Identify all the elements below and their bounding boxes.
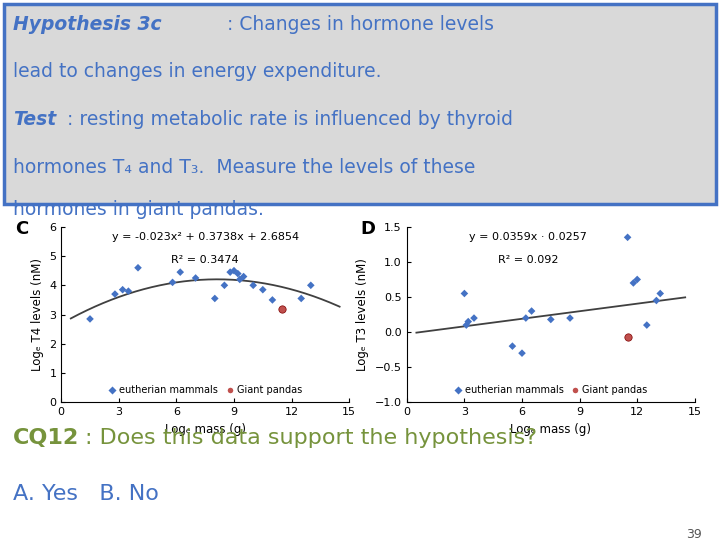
- Point: [167, 278, 179, 287]
- Point: [209, 294, 220, 303]
- Point: [117, 285, 128, 294]
- Point: [219, 281, 230, 289]
- Point: [228, 266, 240, 275]
- Point: [266, 295, 278, 304]
- Text: Test: Test: [13, 110, 56, 129]
- Point: [276, 305, 288, 313]
- Point: [234, 275, 246, 284]
- Text: Hypothesis 3c: Hypothesis 3c: [13, 15, 161, 33]
- Point: [174, 268, 186, 276]
- Text: R² = 0.3474: R² = 0.3474: [171, 255, 239, 265]
- Point: [516, 349, 528, 357]
- Text: : resting metabolic rate is influenced by thyroid: : resting metabolic rate is influenced b…: [67, 110, 513, 129]
- Text: hormones T₄ and T₃.  Measure the levels of these: hormones T₄ and T₃. Measure the levels o…: [13, 158, 475, 177]
- Point: [132, 264, 144, 272]
- Text: hormones in giant pandas.: hormones in giant pandas.: [13, 200, 264, 219]
- Text: D: D: [361, 220, 376, 238]
- X-axis label: Logₑ mass (g): Logₑ mass (g): [510, 423, 591, 436]
- Point: [468, 314, 480, 322]
- Legend: eutherian mammals, Giant pandas: eutherian mammals, Giant pandas: [450, 381, 652, 399]
- Point: [461, 321, 472, 329]
- Text: 39: 39: [686, 528, 702, 540]
- Point: [295, 294, 307, 303]
- Text: y = 0.0359x · 0.0257: y = 0.0359x · 0.0257: [469, 232, 587, 242]
- Point: [545, 315, 557, 324]
- Text: A. Yes   B. No: A. Yes B. No: [13, 484, 159, 504]
- FancyBboxPatch shape: [4, 4, 716, 204]
- Point: [190, 274, 202, 282]
- Point: [628, 279, 639, 287]
- Y-axis label: Logₑ T3 levels (nM): Logₑ T3 levels (nM): [356, 258, 369, 371]
- Text: y = -0.023x² + 0.3738x + 2.6854: y = -0.023x² + 0.3738x + 2.6854: [112, 232, 299, 242]
- Text: : Does this data support the hypothesis?: : Does this data support the hypothesis?: [85, 428, 537, 448]
- Point: [526, 307, 537, 315]
- X-axis label: Logₑ mass (g): Logₑ mass (g): [165, 423, 246, 436]
- Point: [238, 272, 249, 281]
- Point: [651, 296, 662, 305]
- Point: [654, 289, 666, 298]
- Text: R² = 0.092: R² = 0.092: [498, 255, 558, 265]
- Text: C: C: [15, 220, 28, 238]
- Point: [520, 314, 531, 322]
- Point: [232, 269, 243, 278]
- Point: [622, 233, 634, 241]
- Text: lead to changes in energy expenditure.: lead to changes in energy expenditure.: [13, 62, 382, 82]
- Point: [564, 314, 576, 322]
- Point: [305, 281, 317, 289]
- Point: [459, 289, 470, 298]
- Point: [257, 285, 269, 294]
- Y-axis label: Logₑ T4 levels (nM): Logₑ T4 levels (nM): [31, 258, 44, 371]
- Text: CQ12: CQ12: [13, 428, 79, 448]
- Point: [122, 287, 134, 295]
- Point: [641, 321, 652, 329]
- Point: [109, 290, 121, 299]
- Point: [84, 315, 96, 323]
- Point: [622, 333, 634, 341]
- Point: [248, 281, 259, 289]
- Point: [631, 275, 643, 284]
- Point: [225, 268, 236, 276]
- Point: [462, 317, 474, 326]
- Legend: eutherian mammals, Giant pandas: eutherian mammals, Giant pandas: [104, 381, 306, 399]
- Text: : Changes in hormone levels: : Changes in hormone levels: [227, 15, 494, 33]
- Point: [507, 342, 518, 350]
